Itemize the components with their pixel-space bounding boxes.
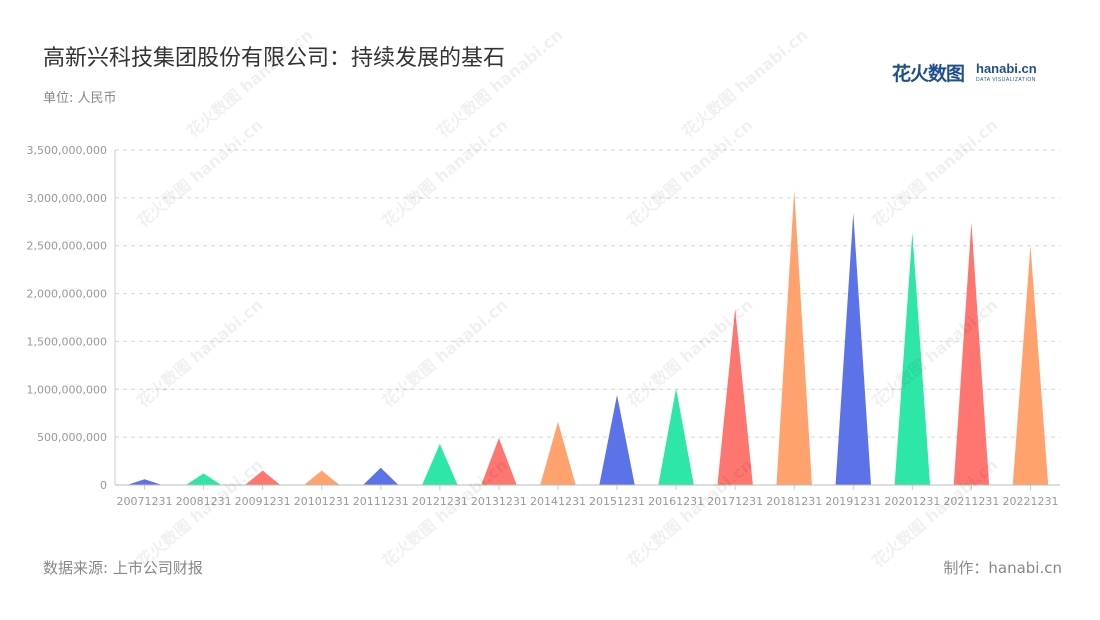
credit-link[interactable]: 制作：hanabi.cn <box>943 559 1062 577</box>
x-tick-label: 20201231 <box>884 495 940 508</box>
x-tick-label: 20081231 <box>176 495 232 508</box>
chart-title: 高新兴科技集团股份有限公司：持续发展的基石 <box>43 46 506 71</box>
x-tick-label: 20141231 <box>530 495 586 508</box>
bar <box>1012 245 1049 485</box>
x-tick-label: 20131231 <box>471 495 527 508</box>
y-tick-label: 3,000,000,000 <box>27 192 107 205</box>
y-tick-label: 2,000,000,000 <box>27 288 107 301</box>
bar <box>126 479 163 485</box>
bar <box>540 421 576 485</box>
x-tick-label: 20171231 <box>707 495 763 508</box>
y-tick-label: 0 <box>100 479 107 492</box>
x-tick-label: 20151231 <box>589 495 645 508</box>
logo-text-cn: 花火数图 <box>892 63 965 85</box>
bar <box>894 232 931 485</box>
bar <box>244 470 281 485</box>
y-tick-label: 500,000,000 <box>37 431 107 444</box>
bar <box>185 473 222 485</box>
logo-subtext: DATA VISUALIZATION <box>976 77 1036 83</box>
y-tick-label: 1,000,000,000 <box>27 383 107 396</box>
data-source: 数据来源: 上市公司财报 <box>43 559 203 577</box>
x-tick-label: 20211231 <box>943 495 999 508</box>
bar <box>717 308 753 485</box>
bar <box>835 213 871 485</box>
logo-text-en: hanabi.cn <box>976 61 1037 76</box>
y-tick-label: 2,500,000,000 <box>27 240 107 253</box>
unit-label: 单位: 人民币 <box>43 91 117 106</box>
bar <box>481 438 517 485</box>
x-tick-label: 20101231 <box>294 495 350 508</box>
bar <box>953 222 990 485</box>
x-tick-label: 20111231 <box>353 495 409 508</box>
x-tick-label: 20191231 <box>825 495 881 508</box>
y-tick-label: 3,500,000,000 <box>27 144 107 157</box>
x-tick-label: 20071231 <box>117 495 173 508</box>
bar <box>658 388 694 485</box>
x-tick-label: 20091231 <box>235 495 291 508</box>
bar <box>776 190 812 485</box>
bar <box>363 467 399 485</box>
bar <box>599 395 635 485</box>
brand-logo[interactable]: 花火数图 hanabi.cn DATA VISUALIZATION <box>892 59 1042 87</box>
x-tick-label: 20221231 <box>1002 495 1058 508</box>
x-tick-label: 20181231 <box>766 495 822 508</box>
bar <box>422 443 458 485</box>
x-tick-label: 20121231 <box>412 495 468 508</box>
x-tick-label: 20161231 <box>648 495 704 508</box>
bar <box>304 470 340 485</box>
y-tick-label: 1,500,000,000 <box>27 335 107 348</box>
